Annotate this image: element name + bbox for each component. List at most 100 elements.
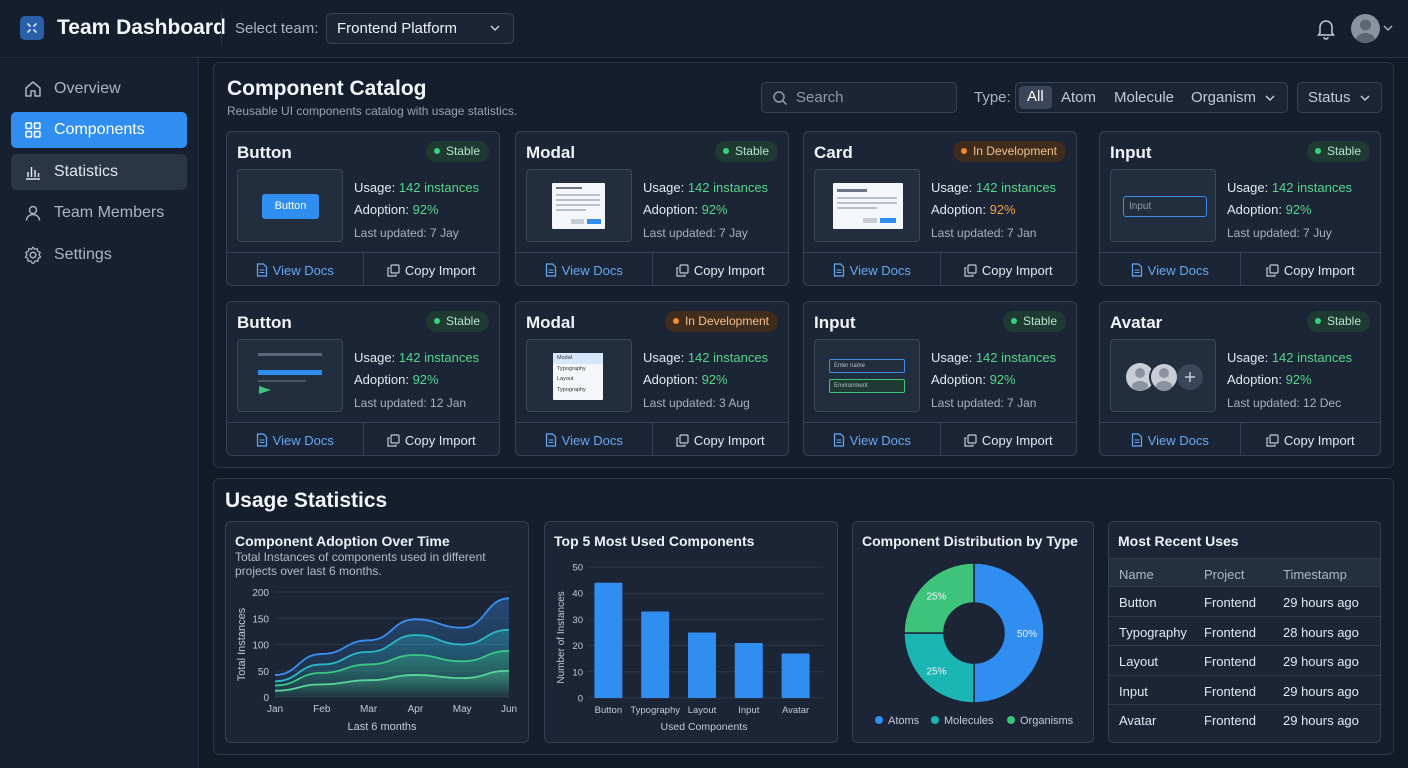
legend-marker xyxy=(931,716,939,724)
y-tick-label: 10 xyxy=(572,667,583,678)
slice-label: 50% xyxy=(1017,629,1037,640)
y-tick-label: 30 xyxy=(572,615,583,626)
sidebar-item-overview[interactable]: Overview xyxy=(11,71,187,107)
component-card: Card In Development Usage: 142 instances… xyxy=(803,131,1077,286)
card-actions: View Docs Copy Import xyxy=(1100,252,1381,285)
copy-import-button[interactable]: Copy Import xyxy=(941,423,1077,455)
document-icon xyxy=(833,433,844,447)
adoption-chart-card: Component Adoption Over Time Total Insta… xyxy=(225,521,529,743)
legend-label: Molecules xyxy=(944,715,994,727)
view-docs-button[interactable]: View Docs xyxy=(516,423,653,455)
card-actions: View Docs Copy Import xyxy=(804,422,1077,455)
type-filter: All Atom Molecule Organism xyxy=(1015,82,1288,113)
chevron-down-icon[interactable] xyxy=(1264,93,1276,103)
y-tick-label: 0 xyxy=(578,694,583,705)
usage-stat: Usage: 142 instances xyxy=(643,350,769,365)
document-icon xyxy=(545,263,556,277)
document-icon xyxy=(545,433,556,447)
last-updated: Last updated: 7 Jan xyxy=(931,226,1037,240)
copy-import-button[interactable]: Copy Import xyxy=(1241,253,1381,285)
card-name: Avatar xyxy=(1110,313,1163,332)
team-select[interactable]: Frontend Platform xyxy=(326,13,514,44)
view-docs-button[interactable]: View Docs xyxy=(516,253,653,285)
catalog-title: Component Catalog xyxy=(227,77,427,100)
usage-stat: Usage: 142 instances xyxy=(1227,350,1353,365)
column-header-project: Project xyxy=(1204,567,1245,582)
sidebar-item-label: Team Members xyxy=(54,204,165,221)
sidebar-item-settings[interactable]: Settings xyxy=(11,237,187,273)
chart-title: Component Distribution by Type xyxy=(862,533,1078,549)
x-axis-label: Last 6 months xyxy=(347,721,417,733)
legend-label: Organisms xyxy=(1020,715,1074,727)
copy-icon xyxy=(387,433,400,447)
sidebar-item-statistics[interactable]: Statistics xyxy=(11,154,187,190)
copy-import-button[interactable]: Copy Import xyxy=(653,423,789,455)
component-card: Modal Stable Usage: 142 instances Adopti… xyxy=(515,131,789,286)
copy-import-button[interactable]: Copy Import xyxy=(1241,423,1381,455)
copy-import-button[interactable]: Copy Import xyxy=(364,423,500,455)
view-docs-button[interactable]: View Docs xyxy=(227,423,364,455)
chart-title: Top 5 Most Used Components xyxy=(554,533,755,549)
search-input[interactable]: Search xyxy=(761,82,957,113)
type-option-all[interactable]: All xyxy=(1019,86,1052,109)
pie-slice xyxy=(903,562,975,634)
view-docs-button[interactable]: View Docs xyxy=(804,423,941,455)
distribution-donut-chart: 50% 25% 25% Atoms Molecules Organisms xyxy=(875,562,1074,727)
view-docs-button[interactable]: View Docs xyxy=(1100,253,1241,285)
preview-input-name: Enter name xyxy=(829,359,905,373)
component-preview: Enter name Environment xyxy=(814,339,920,412)
bar xyxy=(734,642,763,698)
document-icon xyxy=(256,433,267,447)
status-filter[interactable]: Status xyxy=(1297,82,1382,113)
y-tick-label: 40 xyxy=(572,589,583,600)
y-tick-label: 100 xyxy=(252,641,269,652)
recent-uses-table: Name Project Timestamp Button Frontend 29 … xyxy=(1109,558,1380,734)
table-row[interactable]: Layout Frontend 29 hours ago xyxy=(1109,645,1380,675)
table-row[interactable]: Button Frontend 29 hours ago xyxy=(1109,586,1380,616)
copy-import-button[interactable]: Copy Import xyxy=(364,253,500,285)
view-docs-button[interactable]: View Docs xyxy=(1100,423,1241,455)
type-option-organism[interactable]: Organism xyxy=(1191,89,1257,106)
status-badge: Stable xyxy=(714,141,778,162)
bar xyxy=(688,632,716,698)
x-tick-label: Avatar xyxy=(782,705,809,716)
table-row[interactable]: Input Frontend 29 hours ago xyxy=(1109,674,1380,705)
type-filter-label: Type: xyxy=(974,89,1011,106)
card-name: Input xyxy=(1110,143,1152,162)
card-name: Button xyxy=(237,143,292,162)
type-option-atom[interactable]: Atom xyxy=(1061,89,1097,106)
last-updated: Last updated: 7 Juy xyxy=(1227,226,1332,240)
sidebar-item-team-members[interactable]: Team Members xyxy=(11,195,187,231)
card-actions: View Docs Copy Import xyxy=(804,252,1077,285)
copy-import-button[interactable]: Copy Import xyxy=(653,253,789,285)
preview-button: Button xyxy=(262,194,319,219)
copy-import-button[interactable]: Copy Import xyxy=(941,253,1077,285)
bar xyxy=(641,611,670,698)
series-line xyxy=(274,649,510,687)
type-option-molecule[interactable]: Molecule xyxy=(1114,89,1175,106)
adoption-stat: Adoption: 92% xyxy=(643,372,728,387)
column-header-timestamp: Timestamp xyxy=(1283,567,1347,582)
bell-icon[interactable] xyxy=(1316,18,1336,40)
view-docs-button[interactable]: View Docs xyxy=(227,253,364,285)
status-badge: Stable xyxy=(1002,311,1066,332)
component-preview: Button xyxy=(237,169,343,242)
user-avatar[interactable] xyxy=(1351,14,1380,43)
card-actions: View Docs Copy Import xyxy=(227,252,500,285)
legend-marker xyxy=(1007,716,1015,724)
view-docs-button[interactable]: View Docs xyxy=(804,253,941,285)
team-select-value: Frontend Platform xyxy=(337,20,458,37)
card-name: Modal xyxy=(526,313,576,332)
table-row[interactable]: Typography Frontend 28 hours ago xyxy=(1109,615,1380,646)
sidebar-item-components[interactable]: Components xyxy=(11,112,187,148)
chevron-down-icon[interactable] xyxy=(1383,24,1393,32)
sidebar: Overview Components Statistics Team Memb… xyxy=(0,59,199,768)
column-header-name: Name xyxy=(1119,567,1154,582)
component-card: Button Stable Usage: 142 instances Adopt… xyxy=(226,301,500,456)
component-card: Input Stable Enter name Environment Usag… xyxy=(803,301,1077,456)
table-row[interactable]: Avatar Frontend 29 hours ago xyxy=(1109,704,1380,734)
usage-stat: Usage: 142 instances xyxy=(931,180,1057,195)
sidebar-item-label: Overview xyxy=(54,80,121,97)
grid-icon xyxy=(25,122,41,138)
sidebar-item-label: Components xyxy=(54,121,145,138)
